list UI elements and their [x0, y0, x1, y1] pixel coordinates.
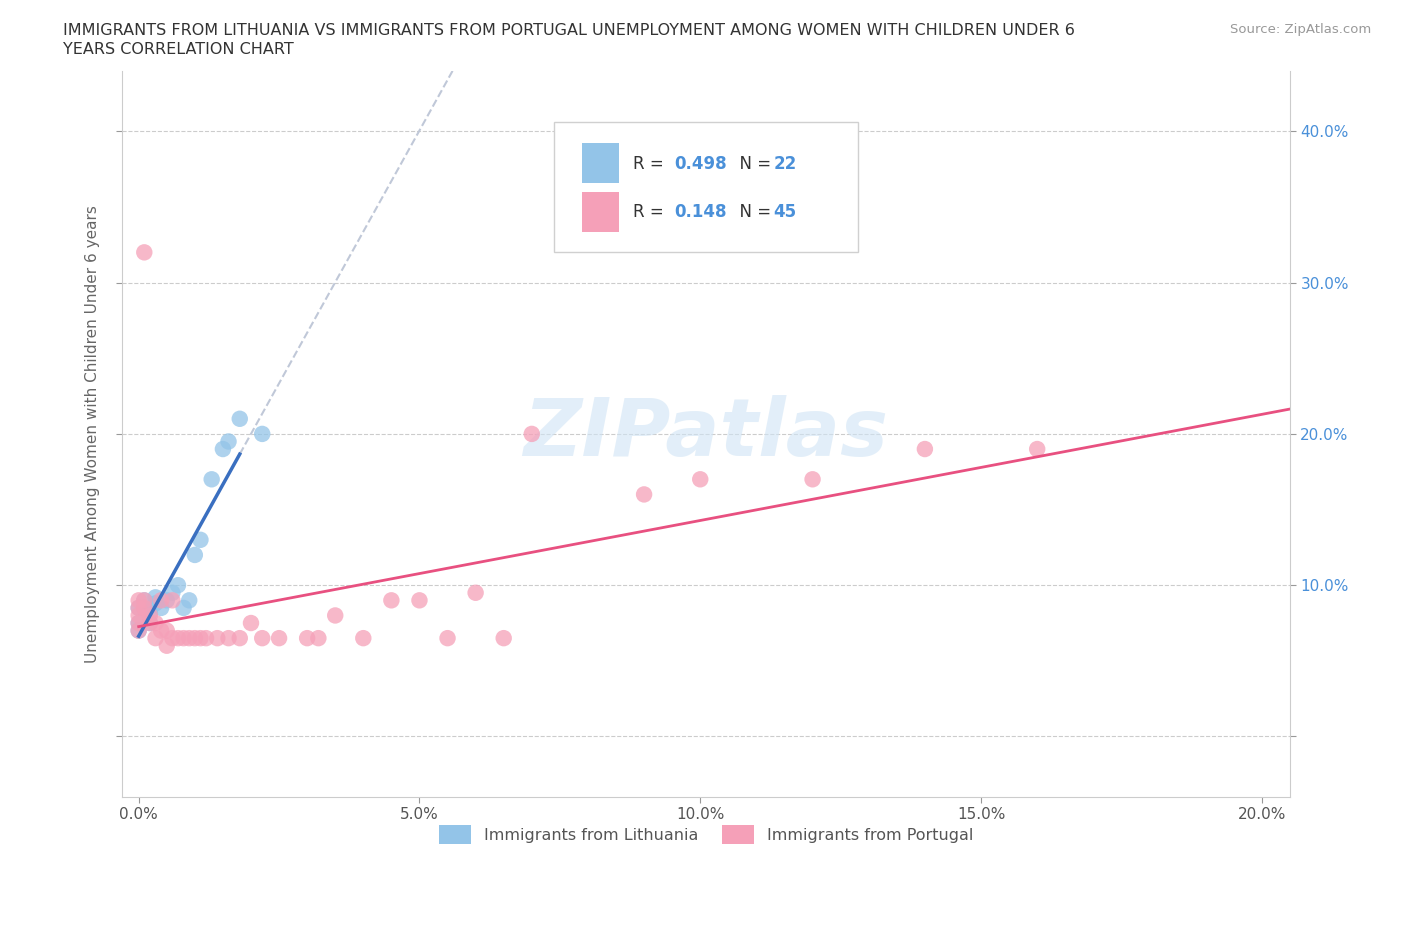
Point	[195, 631, 218, 645]
Point	[464, 585, 486, 600]
Point	[128, 593, 150, 608]
Text: R =: R =	[634, 204, 669, 221]
Point	[173, 601, 195, 616]
Point	[492, 631, 515, 645]
Point	[436, 631, 458, 645]
FancyBboxPatch shape	[582, 143, 620, 183]
Point	[689, 472, 711, 486]
Point	[212, 442, 235, 457]
Point	[128, 616, 150, 631]
Point	[134, 593, 156, 608]
Point	[179, 631, 201, 645]
Point	[914, 442, 936, 457]
Text: R =: R =	[634, 154, 669, 173]
Point	[633, 487, 655, 502]
Text: N =: N =	[730, 154, 776, 173]
Point	[240, 616, 263, 631]
Point	[156, 638, 179, 653]
Point	[184, 548, 207, 563]
Point	[229, 631, 252, 645]
Point	[229, 411, 252, 426]
Point	[139, 616, 162, 631]
Point	[190, 631, 212, 645]
Point	[167, 631, 190, 645]
Text: YEARS CORRELATION CHART: YEARS CORRELATION CHART	[63, 42, 294, 57]
Point	[295, 631, 318, 645]
Point	[179, 593, 201, 608]
Text: IMMIGRANTS FROM LITHUANIA VS IMMIGRANTS FROM PORTUGAL UNEMPLOYMENT AMONG WOMEN W: IMMIGRANTS FROM LITHUANIA VS IMMIGRANTS …	[63, 23, 1076, 38]
Legend: Immigrants from Lithuania, Immigrants from Portugal: Immigrants from Lithuania, Immigrants fr…	[433, 818, 980, 851]
Point	[128, 616, 150, 631]
Point	[218, 631, 240, 645]
Point	[139, 608, 162, 623]
FancyBboxPatch shape	[582, 193, 620, 232]
Point	[801, 472, 824, 486]
Point	[150, 623, 173, 638]
Y-axis label: Unemployment Among Women with Children Under 6 years: Unemployment Among Women with Children U…	[86, 205, 100, 663]
Point	[128, 623, 150, 638]
Point	[520, 427, 543, 442]
Point	[128, 623, 150, 638]
Point	[150, 601, 173, 616]
Point	[128, 601, 150, 616]
Point	[139, 616, 162, 631]
Point	[352, 631, 374, 645]
FancyBboxPatch shape	[554, 122, 858, 252]
Text: Source: ZipAtlas.com: Source: ZipAtlas.com	[1230, 23, 1371, 36]
Point	[380, 593, 402, 608]
Point	[323, 608, 346, 623]
Point	[218, 434, 240, 449]
Text: 22: 22	[773, 154, 797, 173]
Point	[162, 631, 184, 645]
Point	[307, 631, 329, 645]
Point	[150, 593, 173, 608]
Point	[134, 593, 156, 608]
Text: 45: 45	[773, 204, 797, 221]
Point	[201, 472, 224, 486]
Point	[128, 608, 150, 623]
Point	[252, 427, 274, 442]
Point	[128, 601, 150, 616]
Point	[156, 623, 179, 638]
Point	[190, 532, 212, 547]
Point	[156, 593, 179, 608]
Point	[408, 593, 430, 608]
Point	[167, 578, 190, 592]
Point	[134, 245, 156, 259]
Point	[173, 631, 195, 645]
Text: ZIPatlas: ZIPatlas	[523, 395, 889, 473]
Point	[207, 631, 229, 645]
Point	[145, 616, 167, 631]
Point	[145, 596, 167, 611]
Point	[162, 593, 184, 608]
Point	[145, 590, 167, 604]
Text: N =: N =	[730, 204, 776, 221]
Text: 0.498: 0.498	[675, 154, 727, 173]
Point	[134, 601, 156, 616]
Text: 0.148: 0.148	[675, 204, 727, 221]
Point	[134, 601, 156, 616]
Point	[139, 605, 162, 620]
Point	[267, 631, 290, 645]
Point	[162, 585, 184, 600]
Point	[1026, 442, 1049, 457]
Point	[145, 631, 167, 645]
Point	[184, 631, 207, 645]
Point	[252, 631, 274, 645]
